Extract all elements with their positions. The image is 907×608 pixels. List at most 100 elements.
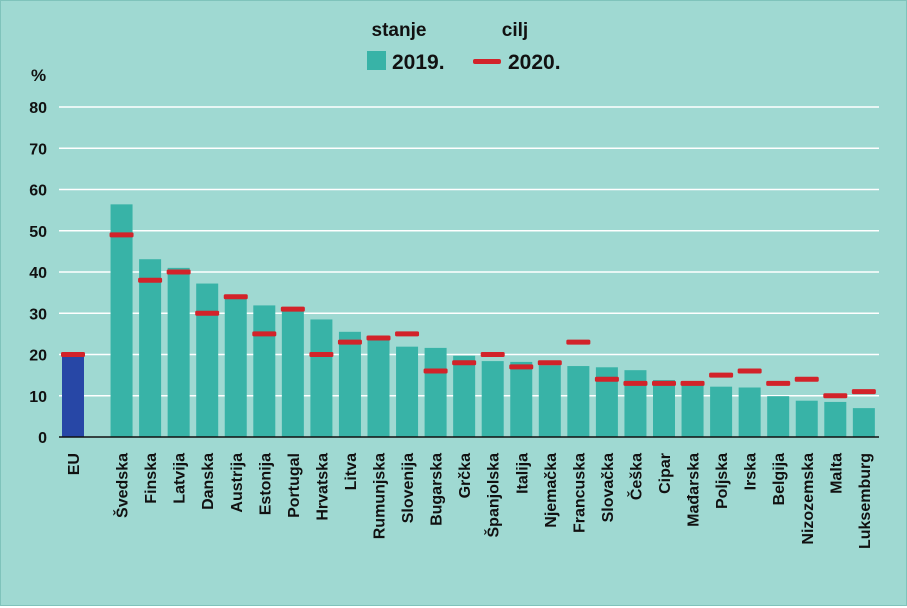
category-labels: EU Švedska Finska Latvija Danska Austrija Esto… (66, 453, 874, 549)
bar (795, 400, 818, 437)
target-marker (594, 376, 619, 382)
category-label: Bugarska (429, 453, 446, 526)
y-tick-label: 50 (29, 224, 47, 241)
category-label: Latvija (172, 453, 189, 504)
legend: stanje cilj 2019. 2020. (367, 20, 561, 74)
category-label: Češka (626, 453, 645, 500)
y-axis-unit: % (31, 66, 46, 85)
bar (224, 298, 247, 437)
category-label: Irska (743, 453, 760, 490)
y-tick-label: 60 (29, 183, 47, 200)
legend-status-swatch (367, 51, 386, 70)
category-label: Španjolska (484, 453, 503, 538)
target-marker (737, 368, 762, 374)
target-marker (337, 339, 362, 345)
category-label: Hrvatska (314, 453, 331, 521)
y-tick-label: 40 (29, 265, 47, 282)
target-marker (823, 393, 848, 399)
bar (396, 346, 419, 437)
y-tick-label: 0 (38, 430, 47, 447)
legend-status-year: 2019. (392, 51, 445, 74)
target-marker (509, 364, 534, 370)
target-marker (166, 269, 191, 275)
bar (481, 361, 504, 437)
target-marker (566, 339, 591, 345)
bar-eu (62, 355, 84, 437)
bar (538, 365, 561, 437)
bar (767, 396, 790, 437)
bar (624, 370, 647, 437)
target-marker (794, 376, 819, 382)
bar (567, 366, 590, 437)
category-label: Italija (514, 453, 531, 494)
bar (681, 385, 704, 437)
target-marker (709, 372, 734, 378)
category-label: Estonija (257, 453, 274, 515)
y-tick-label: 20 (29, 348, 47, 365)
category-label: Portugal (286, 453, 303, 518)
bar (710, 386, 733, 437)
bar (110, 204, 133, 437)
bar (824, 401, 847, 437)
category-label: Danska (200, 453, 217, 510)
legend-target-year: 2020. (508, 51, 561, 74)
category-label: Litva (343, 453, 360, 490)
category-label: Finska (143, 453, 160, 504)
bar (310, 319, 333, 437)
bar (338, 331, 361, 437)
category-label: Švedska (113, 453, 132, 518)
bar (139, 259, 162, 437)
category-label: Rumunjska (372, 453, 389, 539)
target-marker (252, 331, 277, 337)
bar (424, 347, 447, 437)
target-marker (766, 380, 791, 386)
legend-target-swatch (473, 59, 501, 64)
y-tick-label: 80 (29, 100, 47, 117)
target-marker (680, 380, 705, 386)
bar (852, 408, 875, 437)
bar (367, 336, 390, 437)
target-marker (366, 335, 391, 341)
category-label: Slovenija (400, 453, 417, 523)
category-label: Austrija (229, 453, 246, 513)
legend-status-heading: stanje (372, 20, 427, 41)
category-label: Belgija (771, 453, 788, 506)
category-label: Poljska (714, 453, 731, 509)
target-marker (223, 294, 248, 300)
bar (595, 367, 618, 437)
bar (196, 283, 219, 437)
category-label: Luksemburg (857, 453, 874, 549)
target-marker (480, 352, 505, 357)
y-tick-label: 70 (29, 141, 47, 158)
category-label: Njemačka (543, 453, 560, 528)
target-marker (452, 360, 477, 366)
target-marker (309, 352, 334, 357)
target-marker (851, 389, 876, 395)
category-label: Malta (828, 453, 845, 494)
target-marker (423, 368, 448, 374)
legend-target-heading: cilj (502, 20, 528, 41)
category-label: Mađarska (686, 453, 703, 527)
category-label: Grčka (457, 453, 474, 498)
target-marker (109, 232, 134, 238)
y-tick-label: 30 (29, 306, 47, 323)
target-marker (537, 360, 562, 366)
target-markers (61, 232, 876, 399)
target-marker (280, 306, 305, 312)
y-tick-label: 10 (29, 389, 47, 406)
target-marker (395, 331, 420, 337)
bar (510, 361, 533, 437)
category-label: EU (66, 453, 83, 475)
target-marker (652, 380, 676, 386)
bar (253, 305, 276, 437)
category-label: Francuska (571, 453, 588, 533)
y-axis-ticks: 0 10 20 30 40 50 60 70 80 (29, 100, 47, 447)
bar (167, 267, 190, 437)
category-label: Nizozemska (800, 453, 817, 545)
bars (62, 204, 875, 437)
bar (281, 310, 304, 437)
category-label: Slovačka (600, 453, 617, 522)
bar (653, 380, 675, 437)
